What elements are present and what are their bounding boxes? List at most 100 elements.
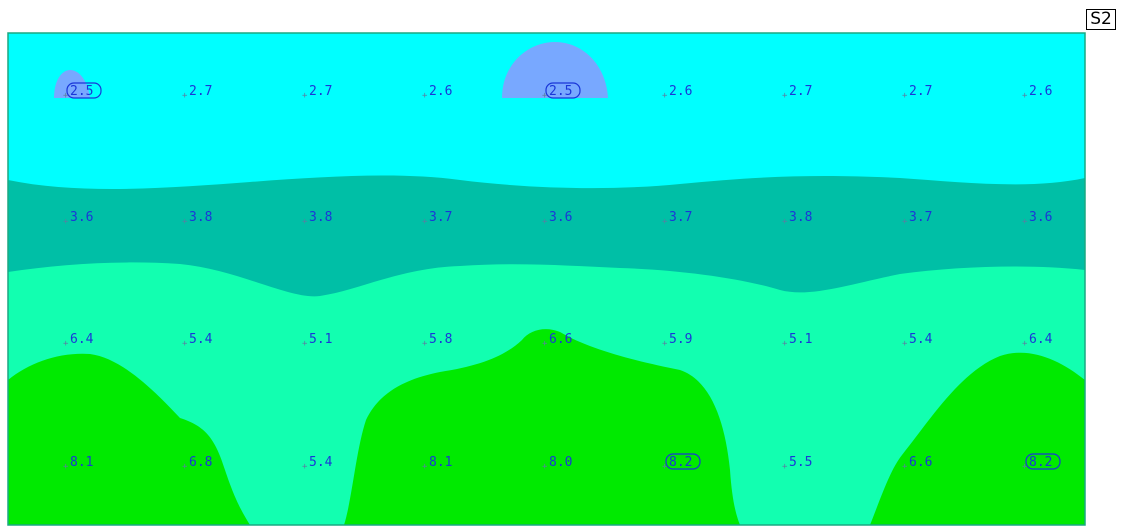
grid-value: +2.7 bbox=[782, 84, 812, 101]
grid-value-label: 3.8 bbox=[309, 210, 332, 225]
band-green-center bbox=[344, 329, 740, 525]
grid-value-label: 8.2 bbox=[669, 455, 692, 470]
grid-value-label: 3.6 bbox=[549, 210, 572, 225]
grid-point-marker: + bbox=[542, 91, 548, 101]
grid-value: +5.4 bbox=[902, 332, 933, 349]
grid-value: +5.5 bbox=[782, 455, 812, 472]
grid-value: +2.6 bbox=[422, 84, 452, 101]
grid-value: +3.7 bbox=[902, 210, 932, 227]
grid-point-marker: + bbox=[182, 339, 188, 349]
grid-value-label: 6.4 bbox=[1029, 332, 1053, 347]
grid-point-marker: + bbox=[182, 91, 188, 101]
grid-value-label: 5.4 bbox=[189, 332, 213, 347]
grid-point-marker: + bbox=[902, 217, 908, 227]
grid-value: +3.7 bbox=[662, 210, 692, 227]
grid-point-marker: + bbox=[422, 91, 428, 101]
grid-value: +2.5 bbox=[542, 82, 581, 101]
grid-value-label: 2.7 bbox=[189, 84, 212, 99]
grid-value-label: 3.8 bbox=[189, 210, 212, 225]
grid-value: +3.8 bbox=[302, 210, 332, 227]
grid-value: +5.1 bbox=[302, 332, 332, 349]
grid-point-marker: + bbox=[63, 339, 69, 349]
plot-border bbox=[7, 32, 1086, 526]
grid-point-marker: + bbox=[662, 91, 668, 101]
grid-point-marker: + bbox=[902, 339, 908, 349]
extreme-value-outline bbox=[665, 453, 701, 470]
grid-point-marker: + bbox=[662, 217, 668, 227]
grid-value-label: 5.8 bbox=[429, 332, 452, 347]
grid-value-label: 5.5 bbox=[789, 455, 812, 470]
grid-point-marker: + bbox=[782, 91, 788, 101]
band-green-left bbox=[8, 353, 250, 525]
grid-value: +8.2 bbox=[662, 453, 701, 472]
grid-value-label: 5.9 bbox=[669, 332, 692, 347]
grid-value: +3.8 bbox=[782, 210, 812, 227]
grid-value: +3.6 bbox=[1022, 210, 1052, 227]
grid-value-label: 2.7 bbox=[309, 84, 332, 99]
grid-point-marker: + bbox=[542, 339, 548, 349]
grid-value: +5.4 bbox=[302, 455, 333, 472]
grid-point-marker: + bbox=[422, 339, 428, 349]
grid-point-marker: + bbox=[542, 462, 548, 472]
grid-value: +3.6 bbox=[542, 210, 572, 227]
grid-point-marker: + bbox=[1022, 91, 1028, 101]
grid-value: +2.7 bbox=[902, 84, 932, 101]
grid-value: +8.1 bbox=[422, 455, 452, 472]
grid-value-label: 8.0 bbox=[549, 455, 572, 470]
grid-value-label: 2.5 bbox=[549, 84, 572, 99]
low-spot-center bbox=[502, 42, 608, 98]
grid-point-marker: + bbox=[422, 462, 428, 472]
grid-point-marker: + bbox=[662, 339, 668, 349]
grid-value: +5.9 bbox=[662, 332, 692, 349]
grid-value: +2.6 bbox=[662, 84, 692, 101]
grid-point-marker: + bbox=[182, 462, 188, 472]
sheet-label: S2 bbox=[1086, 9, 1116, 30]
grid-value-label: 3.7 bbox=[909, 210, 932, 225]
extreme-value-outline bbox=[1025, 453, 1061, 470]
grid-point-marker: + bbox=[1022, 462, 1028, 472]
contour-bands bbox=[8, 33, 1085, 525]
grid-value-label: 3.6 bbox=[70, 210, 93, 225]
extreme-value-outline bbox=[545, 82, 581, 99]
grid-point-marker: + bbox=[182, 217, 188, 227]
grid-value: +6.6 bbox=[542, 332, 572, 349]
grid-point-marker: + bbox=[902, 91, 908, 101]
grid-point-marker: + bbox=[63, 462, 69, 472]
grid-point-marker: + bbox=[302, 339, 308, 349]
grid-value-label: 2.6 bbox=[669, 84, 692, 99]
grid-value: +3.7 bbox=[422, 210, 452, 227]
grid-point-marker: + bbox=[662, 462, 668, 472]
grid-value: +6.4 bbox=[1022, 332, 1053, 349]
grid-value-label: 2.6 bbox=[1029, 84, 1052, 99]
value-grid: +2.5 +2.7 +2.7 +2.6 +2.5 +2.6 +2.7 +2.7 +2.6+ 3.6… bbox=[63, 82, 1061, 472]
grid-value-label: 5.1 bbox=[309, 332, 332, 347]
grid-value: +2.7 bbox=[182, 84, 212, 101]
grid-value-label: 3.7 bbox=[669, 210, 692, 225]
grid-value-label: 2.7 bbox=[789, 84, 812, 99]
grid-value: +8.2 bbox=[1022, 453, 1061, 472]
grid-value-label: 2.6 bbox=[429, 84, 452, 99]
grid-value-label: 6.6 bbox=[549, 332, 572, 347]
grid-value: +8.1 bbox=[63, 455, 93, 472]
grid-value: +6.4 bbox=[63, 332, 94, 349]
grid-point-marker: + bbox=[1022, 339, 1028, 349]
grid-point-marker: + bbox=[422, 217, 428, 227]
grid-value-label: 5.4 bbox=[909, 332, 933, 347]
grid-point-marker: + bbox=[302, 462, 308, 472]
grid-value: +3.6 bbox=[63, 210, 93, 227]
grid-point-marker: + bbox=[782, 217, 788, 227]
grid-value: +2.7 bbox=[302, 84, 332, 101]
grid-value: +5.1 bbox=[782, 332, 812, 349]
grid-value-label: 6.6 bbox=[909, 455, 932, 470]
grid-value-label: 8.1 bbox=[429, 455, 452, 470]
grid-point-marker: + bbox=[1022, 217, 1028, 227]
grid-point-marker: + bbox=[782, 462, 788, 472]
grid-value: +5.4 bbox=[182, 332, 213, 349]
low-spot-left bbox=[54, 70, 90, 98]
grid-point-marker: + bbox=[63, 217, 69, 227]
grid-value: +2.5 bbox=[63, 82, 102, 101]
grid-value: +2.6 bbox=[1022, 84, 1052, 101]
grid-point-marker: + bbox=[302, 91, 308, 101]
grid-point-marker: + bbox=[902, 462, 908, 472]
